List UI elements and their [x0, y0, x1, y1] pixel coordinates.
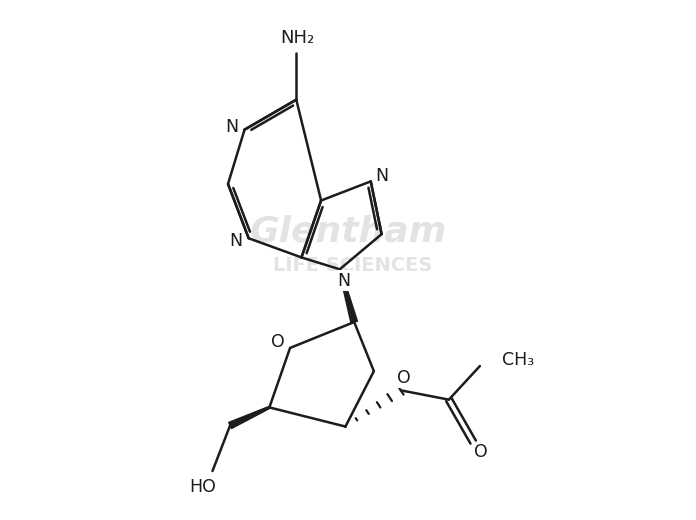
Text: HO: HO	[190, 477, 216, 496]
Text: CH₃: CH₃	[502, 351, 534, 369]
Text: N: N	[229, 232, 242, 250]
Polygon shape	[229, 407, 270, 428]
Text: O: O	[397, 369, 411, 387]
Text: N: N	[338, 271, 350, 290]
Text: Glentham: Glentham	[249, 215, 447, 249]
Text: O: O	[271, 333, 285, 350]
Text: NH₂: NH₂	[280, 29, 315, 47]
Text: N: N	[376, 167, 388, 185]
Text: O: O	[474, 444, 488, 461]
Text: LIFE SCIENCES: LIFE SCIENCES	[274, 256, 433, 275]
Polygon shape	[339, 269, 358, 323]
Text: N: N	[225, 118, 238, 136]
